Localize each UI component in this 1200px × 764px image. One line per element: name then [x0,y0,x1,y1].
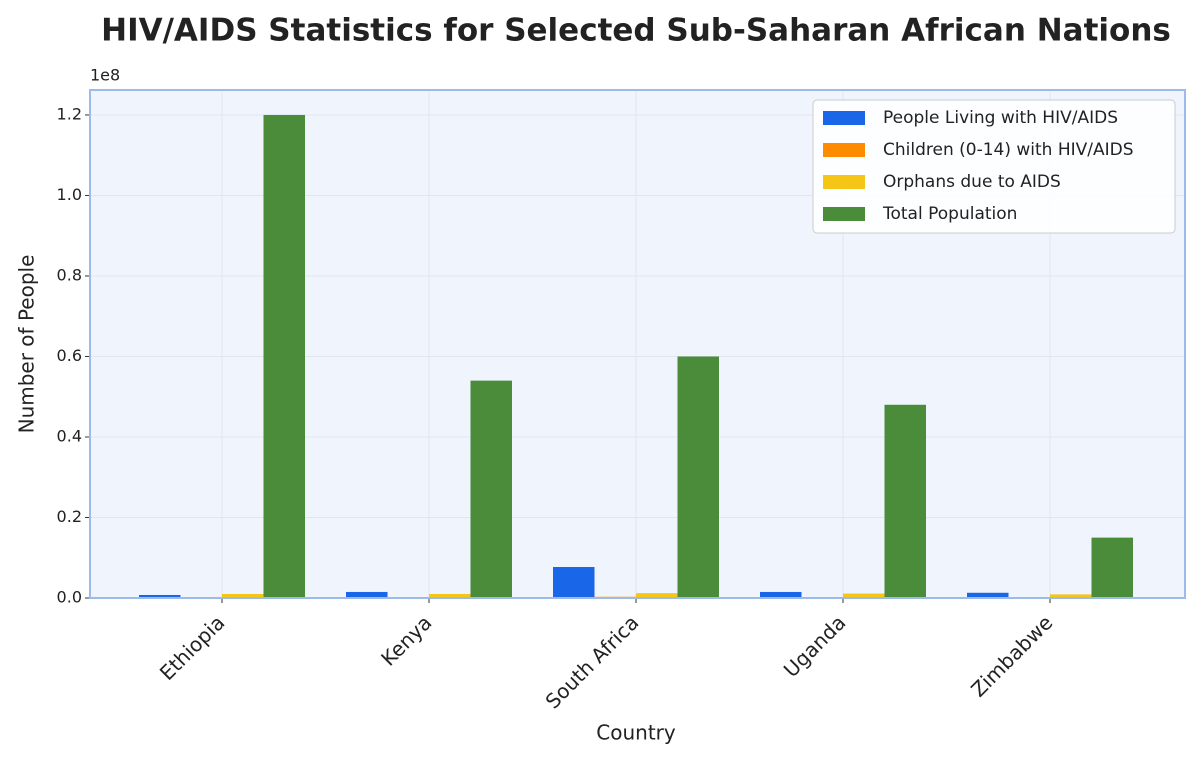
bar [884,404,926,598]
bar [1091,537,1133,598]
legend-label: People Living with HIV/AIDS [883,108,1118,128]
bar [553,567,595,598]
y-tick-label: 0.0 [57,588,82,607]
x-axis-label: Country [596,721,676,745]
bar [470,380,512,598]
x-tick-label: South Africa [541,610,644,713]
y-tick-label: 0.2 [57,507,82,526]
bar [222,593,264,598]
bar [1050,594,1092,598]
legend-swatch [823,111,865,125]
bar [429,593,471,598]
y-tick-label: 1.2 [57,104,82,123]
y-tick-label: 1.0 [57,185,82,204]
y-axis-label: Number of People [15,255,39,434]
chart-title: HIV/AIDS Statistics for Selected Sub-Sah… [101,13,1171,49]
legend-label: Orphans due to AIDS [883,172,1061,192]
x-tick-label: Ethiopia [155,610,230,685]
legend-label: Children (0-14) with HIV/AIDS [883,140,1134,160]
bar [263,114,305,598]
bar [843,593,885,598]
bar [636,593,678,598]
x-tick-label: Uganda [779,610,851,682]
bar [760,591,802,598]
legend-swatch [823,143,865,157]
bar [139,594,181,598]
bar [677,356,719,598]
legend-box [812,99,1176,234]
x-tick-label: Kenya [376,610,436,670]
y-tick-label: 0.6 [57,346,82,365]
legend-swatch [823,207,865,221]
legend-swatch [823,175,865,189]
bar [967,592,1009,598]
plot-border [89,89,1186,599]
bar [346,591,388,598]
y-tick-label: 0.8 [57,265,82,284]
legend-label: Total Population [882,204,1017,224]
y-tick-label: 0.4 [57,426,82,445]
y-offset-label: 1e8 [90,66,120,85]
x-tick-label: Zimbabwe [966,610,1057,701]
